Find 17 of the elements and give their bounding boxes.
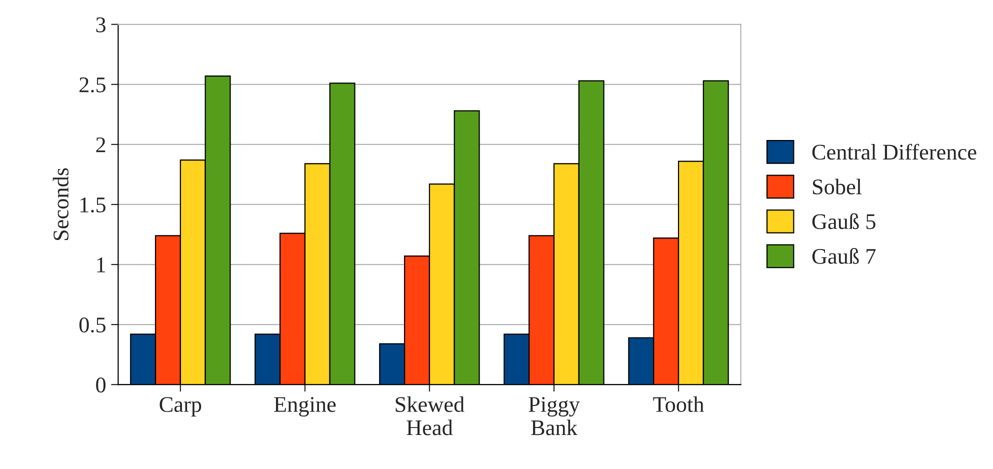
y-tick-label: 1 [97,258,106,272]
legend-label: Gauß 5 [812,213,876,230]
x-tick-label: Skewed Head [396,396,464,436]
y-tick-label: 1.5 [80,198,106,213]
legend-label: Central Difference [812,144,976,160]
x-tick-label: Engine [274,397,336,417]
x-tick-label: Carp [160,397,202,417]
y-tick-label: 3 [96,17,106,32]
y-tick-label: 2.5 [80,77,106,92]
y-tick-label: 0.5 [79,317,106,333]
legend-label: Sobel [812,178,862,194]
x-tick-label: Piggy Bank [528,397,580,436]
x-tick-label: Tooth [653,396,704,412]
y-tick-label: 0 [96,378,106,393]
y-tick-label: 2 [96,137,106,152]
legend-label: Gauß 7 [812,248,876,264]
y-axis-title: Seconds [52,168,69,240]
